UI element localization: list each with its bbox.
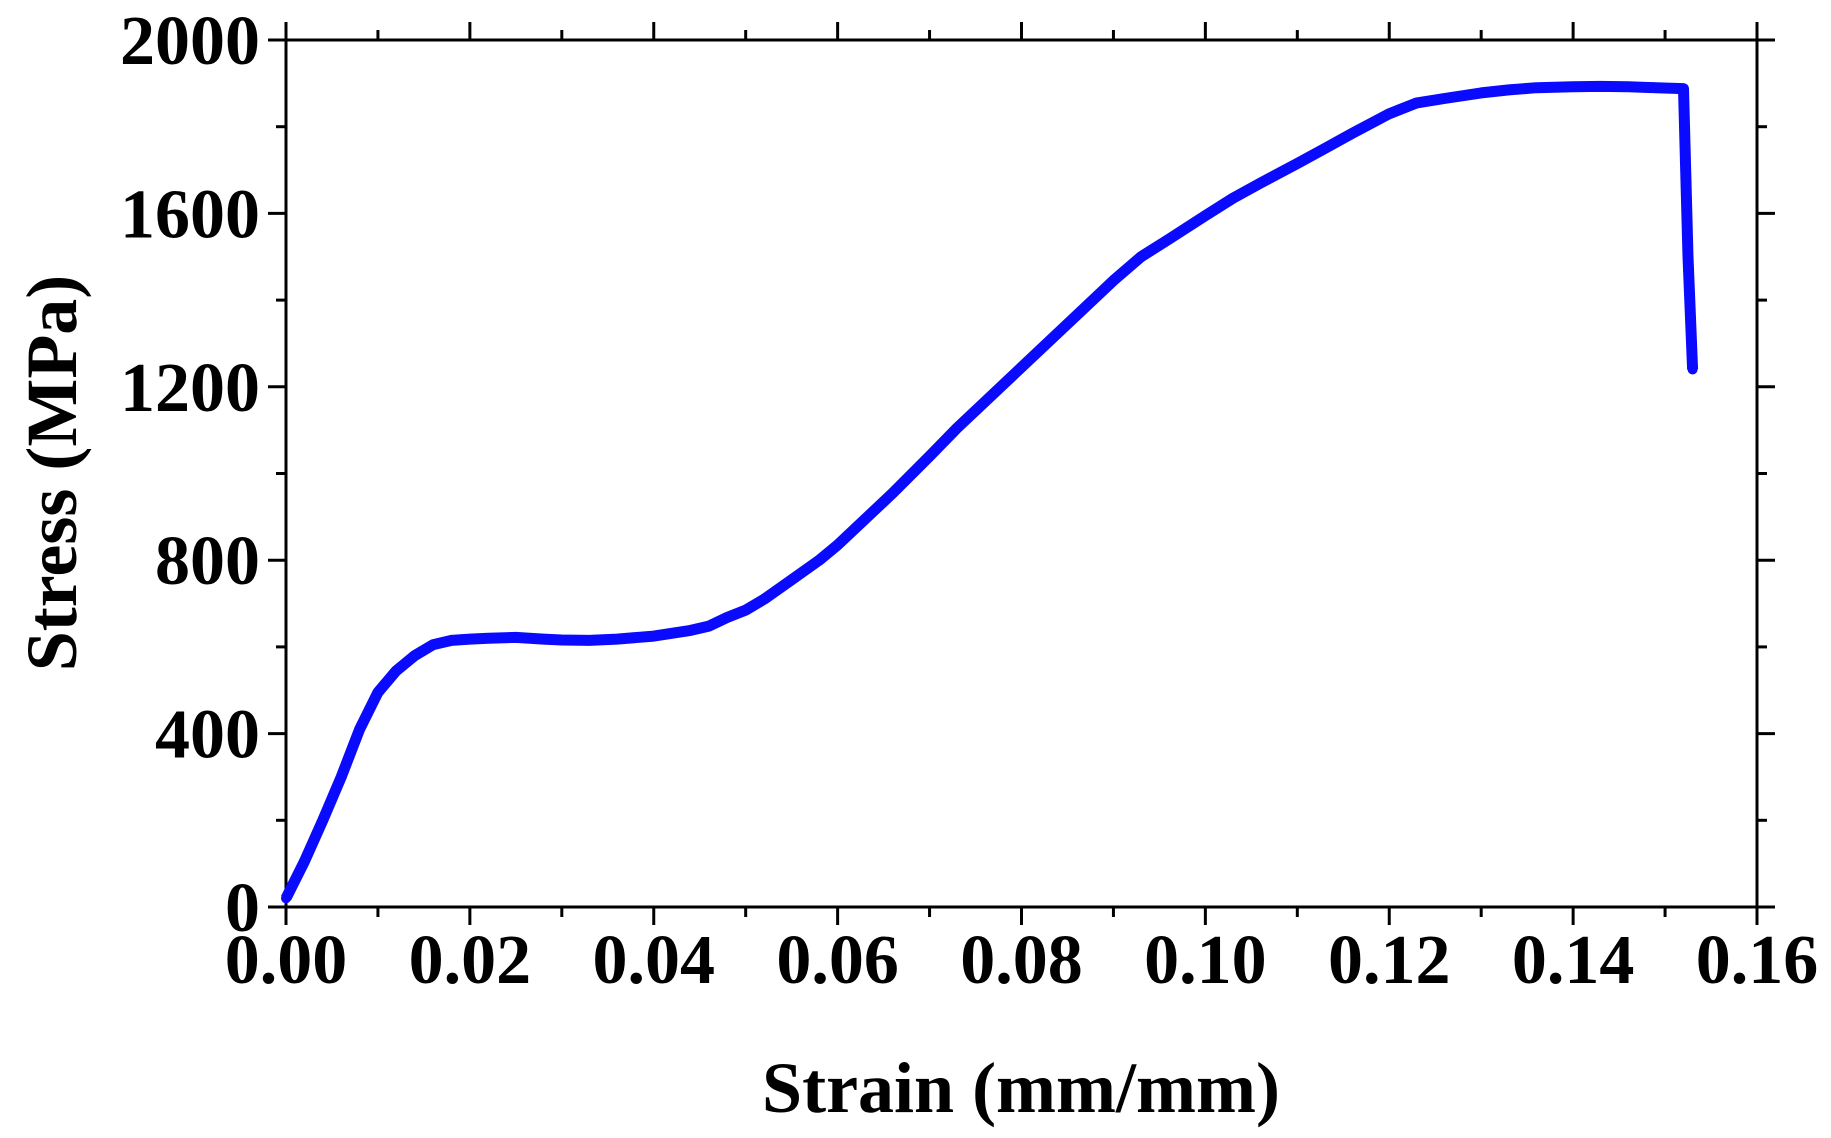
data-point xyxy=(538,634,549,645)
data-point xyxy=(1016,362,1027,373)
data-point xyxy=(979,397,990,407)
data-point xyxy=(952,423,963,433)
data-point xyxy=(510,632,521,643)
data-point xyxy=(1503,84,1514,95)
x-axis-ticks: 0.00 0.02 0.04 0.06 0.08 0.10 0.12 0.14 0.16 xyxy=(225,22,1819,999)
data-point xyxy=(409,650,420,661)
data-point xyxy=(887,488,898,498)
data-point xyxy=(1108,275,1119,286)
data-point xyxy=(1439,93,1450,104)
data-point xyxy=(814,555,825,566)
y-tick-label: 1600 xyxy=(120,176,260,253)
data-point xyxy=(1568,81,1579,92)
x-tick-label: 0.10 xyxy=(1144,922,1267,999)
data-point xyxy=(1595,81,1606,92)
y-tick-label: 800 xyxy=(155,523,260,600)
data-point xyxy=(584,635,595,646)
data-point xyxy=(372,687,383,698)
data-point xyxy=(1531,82,1542,93)
x-tick-label: 0.00 xyxy=(225,922,348,999)
x-tick-label: 0.12 xyxy=(1328,922,1451,999)
data-point xyxy=(1384,108,1395,119)
data-point xyxy=(1044,336,1055,347)
data-point xyxy=(1683,251,1693,262)
data-point xyxy=(1255,178,1266,189)
plot-area-frame xyxy=(284,38,1759,909)
data-point xyxy=(1650,82,1661,93)
x-tick-label: 0.02 xyxy=(409,922,532,999)
data-point xyxy=(281,893,291,904)
data-point xyxy=(1200,210,1211,221)
data-point xyxy=(832,540,843,550)
data-point xyxy=(1678,83,1689,94)
data-point xyxy=(464,634,475,645)
data-point xyxy=(428,639,439,650)
data-point xyxy=(612,634,622,645)
data-point xyxy=(1623,81,1634,92)
x-tick-label: 0.04 xyxy=(593,922,716,999)
y-tick-label: 2000 xyxy=(120,3,260,80)
data-point xyxy=(1687,364,1698,375)
data-point xyxy=(446,635,457,646)
data-point xyxy=(483,633,494,644)
data-point xyxy=(1476,87,1487,98)
data-point xyxy=(924,451,935,462)
data-point xyxy=(786,574,797,585)
y-tick-label: 0 xyxy=(225,870,260,947)
x-tick-label: 0.14 xyxy=(1512,922,1635,999)
y-axis-ticks: 0 400 800 1200 1600 2000 xyxy=(120,3,1775,947)
data-point xyxy=(722,612,733,623)
x-tick-label: 0.06 xyxy=(776,922,899,999)
data-point xyxy=(354,724,365,735)
y-axis-label: Stress (MPa) xyxy=(12,275,92,672)
data-point xyxy=(391,665,402,676)
data-point xyxy=(1071,310,1082,321)
x-tick-label: 0.16 xyxy=(1696,922,1819,999)
y-tick-label: 400 xyxy=(155,697,260,774)
data-point xyxy=(1411,97,1422,108)
data-point xyxy=(1319,143,1330,154)
data-point xyxy=(740,605,751,616)
series-layer xyxy=(281,80,1699,904)
data-point xyxy=(299,856,310,867)
data-point xyxy=(685,625,696,636)
data-point xyxy=(1136,251,1146,262)
data-point xyxy=(1228,193,1238,204)
y-tick-label: 1200 xyxy=(120,350,260,427)
data-point xyxy=(1347,128,1358,139)
x-tick-label: 0.08 xyxy=(960,922,1083,999)
x-axis-label: Strain (mm/mm) xyxy=(762,1048,1280,1128)
data-point xyxy=(759,594,770,605)
data-point xyxy=(1292,158,1303,169)
data-point xyxy=(703,621,714,632)
data-point xyxy=(1163,234,1174,245)
data-point xyxy=(860,514,871,524)
data-point xyxy=(648,631,659,642)
data-point xyxy=(556,635,567,645)
data-point xyxy=(317,815,328,826)
data-point xyxy=(336,772,347,782)
series-line xyxy=(281,80,1699,901)
